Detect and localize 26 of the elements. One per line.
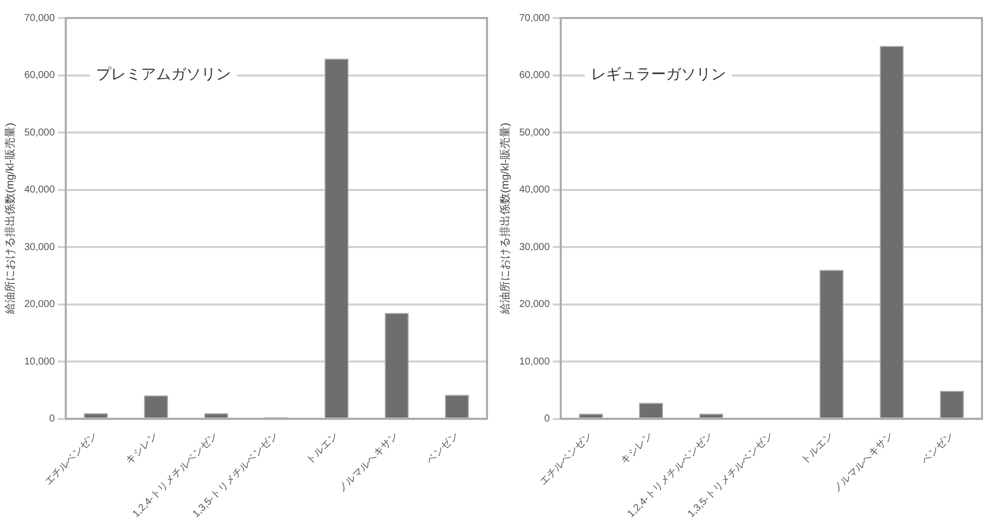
- y-tick-label: 50,000: [24, 127, 56, 138]
- x-tick-label: キシレン: [619, 430, 656, 466]
- x-tick-label: ベンゼン: [920, 430, 956, 466]
- y-tick-label: 60,000: [519, 70, 550, 82]
- text: レギュラーガソリン: [590, 65, 726, 84]
- y-tick-label: 70,000: [519, 12, 550, 24]
- y-tick-label: 0: [544, 414, 550, 425]
- y-tick-label: 20,000: [519, 299, 550, 310]
- text: プレミアムガソリン: [96, 65, 231, 84]
- y-tick-label: 0: [49, 414, 56, 425]
- y-tick-label: 70,000: [24, 12, 56, 24]
- y-axis-title: 給油所における排出係数(mg/kl-販売量): [4, 122, 17, 316]
- y-tick-label: 30,000: [519, 242, 550, 253]
- y-tick-label: 40,000: [519, 184, 550, 196]
- y-tick-label: 40,000: [24, 184, 56, 196]
- y-tick-label: 30,000: [24, 242, 56, 253]
- x-tick-label: ベンゼン: [424, 430, 461, 466]
- x-tick-label: エチルベンゼン: [538, 430, 595, 488]
- y-tick-label: 20,000: [24, 299, 56, 310]
- y-tick-label: 10,000: [519, 356, 550, 368]
- y-axis-title: 給油所における排出係数(mg/kl-販売量): [498, 122, 512, 316]
- y-tick-label: 10,000: [24, 356, 56, 368]
- x-tick-label: キシレン: [124, 430, 160, 466]
- y-tick-label: 60,000: [24, 70, 56, 82]
- y-tick-label: 50,000: [519, 127, 550, 138]
- x-tick-label: エチルベンゼン: [42, 430, 100, 488]
